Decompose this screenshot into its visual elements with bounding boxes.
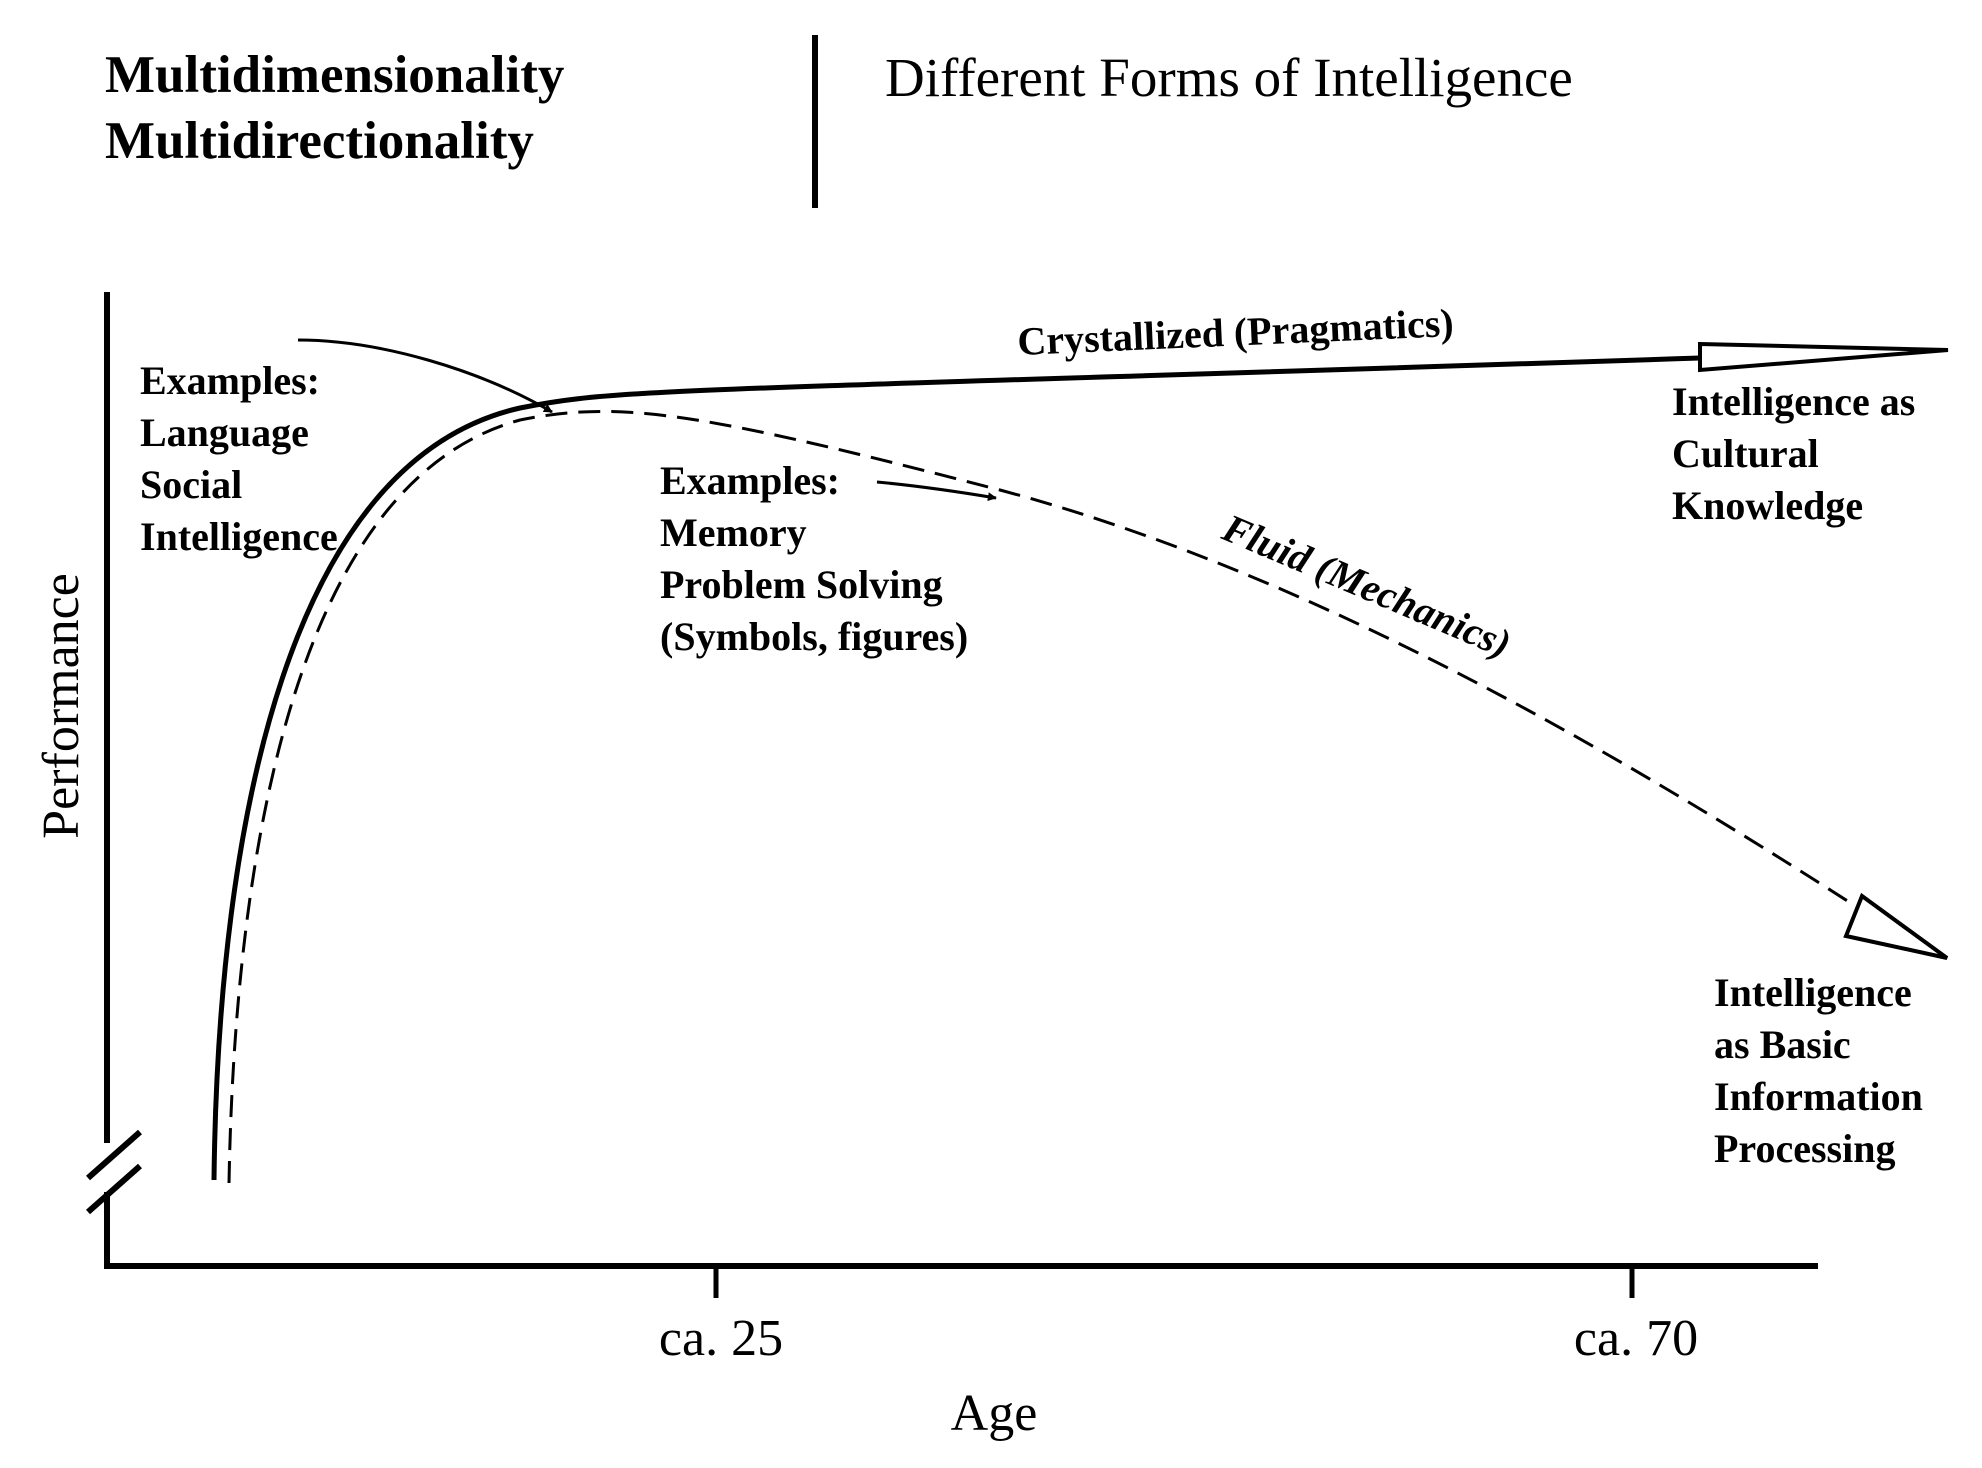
fluid-example-line: Examples: <box>660 458 840 503</box>
crystallized-outcome-line: Cultural <box>1672 431 1819 476</box>
crystallized-example-line: Social <box>140 462 242 507</box>
crystallized-label: Crystallized (Pragmatics) <box>1016 300 1454 364</box>
header-multidimensionality: Multidimensionality <box>105 46 564 104</box>
crystallized-examples-arrow <box>297 338 553 414</box>
fluid-examples-arrow <box>876 480 997 502</box>
axis-break-mark-1 <box>86 1129 142 1181</box>
crystallized-outcome-line: Knowledge <box>1672 483 1863 528</box>
crystallized-arrowhead <box>1698 341 1949 373</box>
crystallized-example-line: Intelligence <box>140 514 338 559</box>
y-axis-label: Performance <box>33 573 90 839</box>
crystallized-outcome: Intelligence as Cultural Knowledge <box>1672 379 1915 528</box>
crystallized-curve <box>211 355 1701 1181</box>
x-axis-label: Age <box>951 1385 1038 1442</box>
crystallized-example-line: Language <box>140 410 309 455</box>
x-tick-label-25: ca. 25 <box>659 1310 783 1367</box>
crystallized-example-line: Examples: <box>140 358 320 403</box>
fluid-example-line: Memory <box>660 510 807 555</box>
fluid-outcome-line: Processing <box>1714 1126 1895 1171</box>
fluid-outcome-line: Intelligence <box>1714 970 1912 1015</box>
crystallized-outcome-line: Intelligence as <box>1672 379 1915 424</box>
fluid-example-line: Problem Solving <box>660 562 943 607</box>
x-tick-label-70: ca. 70 <box>1574 1310 1698 1367</box>
fluid-outcome-line: Information <box>1714 1074 1923 1119</box>
fluid-outcome: Intelligence as Basic Information Proces… <box>1714 970 1923 1171</box>
header-multidirectionality: Multidirectionality <box>105 112 534 170</box>
crystallized-examples: Examples: Language Social Intelligence <box>140 358 338 559</box>
axis-break-mark-2 <box>86 1163 142 1215</box>
header-different-forms: Different Forms of Intelligence <box>885 47 1573 108</box>
fluid-curve <box>227 409 1881 1184</box>
fluid-label: Fluid (Mechanics) <box>1216 504 1518 666</box>
fluid-outcome-line: as Basic <box>1714 1022 1851 1067</box>
fluid-arrowhead <box>1843 892 1949 960</box>
fluid-examples: Examples: Memory Problem Solving (Symbol… <box>660 458 968 659</box>
fluid-example-line: (Symbols, figures) <box>660 614 968 659</box>
